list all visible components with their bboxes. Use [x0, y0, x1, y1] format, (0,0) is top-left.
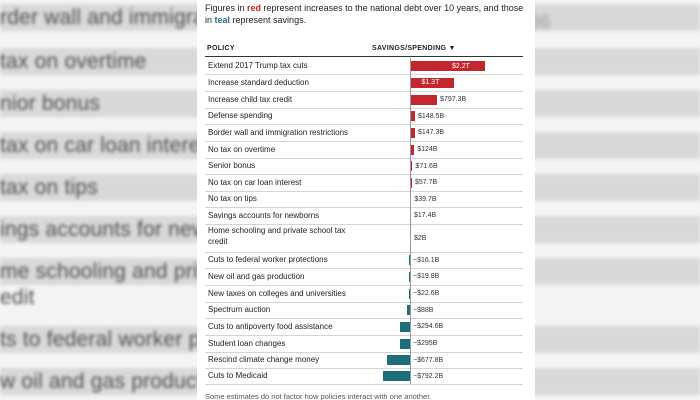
data-label: −$88B	[413, 306, 434, 314]
data-label: −$22.6B	[413, 290, 440, 297]
row-divider	[205, 368, 523, 369]
bar	[410, 61, 485, 71]
row-divider	[205, 335, 523, 336]
chart-intro: Figures in red represent increases to th…	[205, 2, 531, 26]
row-label: Cuts to Medicaid	[208, 371, 268, 380]
row-divider	[205, 108, 523, 109]
row-divider	[205, 285, 523, 286]
row-label: New taxes on colleges and universities	[208, 288, 346, 298]
row-divider	[205, 252, 523, 253]
data-label: $1.3T	[421, 79, 440, 86]
row-label: No tax on car loan interest	[208, 177, 302, 187]
background-text: tax on overtime	[0, 50, 147, 73]
row-label: Cuts to antipoverty food assistance	[208, 321, 333, 331]
bar	[409, 255, 410, 265]
data-label: $71.6B	[415, 162, 438, 170]
intro-red-word: red	[247, 3, 262, 13]
data-label: $148.5B	[418, 112, 445, 120]
row-divider	[205, 191, 523, 192]
background-text: edit	[0, 286, 35, 309]
bar	[386, 355, 410, 365]
row-divider	[205, 268, 523, 269]
row-label: Senior bonus	[208, 161, 256, 170]
row-label: No tax on tips	[208, 194, 257, 203]
background-text: tax on tips	[0, 176, 98, 199]
row-label: Border wall and immigration restrictions	[208, 127, 349, 137]
background-text: me schooling and privat	[0, 260, 227, 283]
bar	[409, 271, 410, 282]
row-divider	[205, 207, 523, 208]
background-text: w oil and gas production	[0, 370, 232, 393]
background-text: ts to federal worker prot	[0, 328, 226, 351]
row-divider	[205, 158, 523, 159]
background-text: rder wall and immigratio	[0, 6, 228, 29]
data-label: $2B	[414, 234, 427, 242]
row-label: No tax on overtime	[208, 144, 276, 154]
row-divider	[205, 352, 523, 353]
data-label: $2.2T	[452, 62, 470, 70]
row-divider	[205, 174, 523, 175]
row-label: Spectrum auction	[208, 305, 271, 314]
data-label: −$295B	[413, 340, 438, 347]
intro-text-3: represent savings.	[230, 15, 307, 25]
bar	[407, 305, 410, 315]
data-label: −$677.8B	[413, 356, 444, 364]
row-divider	[205, 302, 523, 303]
bar	[410, 94, 438, 105]
data-label: $124B	[417, 146, 438, 153]
row-divider	[205, 91, 523, 92]
background-text: ings accounts for newbo	[0, 218, 232, 241]
row-label: Student loan changes	[208, 338, 286, 348]
row-label: Increase standard deduction	[208, 77, 309, 87]
row-divider	[205, 124, 523, 125]
data-label: $147.3B	[417, 129, 445, 136]
intro-teal-word: teal	[214, 15, 231, 25]
footnote: Some estimates do not factor how policie…	[205, 392, 432, 400]
zero-axis-line	[410, 58, 411, 384]
bar	[399, 338, 410, 349]
data-label: −$294.6B	[413, 323, 444, 330]
data-label: $797.3B	[440, 96, 467, 103]
row-label: Savings accounts for newborns	[208, 210, 320, 220]
column-header-policy: POLICY	[207, 45, 235, 52]
chart-card: Figures in red represent increases to th…	[197, 0, 535, 400]
background-text: 36	[530, 12, 551, 32]
bar	[410, 161, 413, 171]
data-label: $17.4B	[414, 212, 437, 219]
data-label: −$16.1B	[413, 256, 440, 264]
bar	[410, 77, 455, 88]
row-label: Increase child tax credit	[208, 94, 293, 104]
bar	[400, 321, 410, 332]
row-label: Home schooling and private school tax cr…	[208, 226, 346, 246]
row-label: Extend 2017 Trump tax cuts	[208, 61, 308, 70]
data-label: $39.7B	[414, 195, 437, 203]
data-label: $57.7B	[414, 179, 438, 186]
intro-text-1: Figures in	[205, 3, 248, 13]
row-divider	[205, 141, 523, 142]
row-divider	[205, 318, 523, 319]
row-label: Cuts to federal worker protections	[208, 255, 328, 264]
intro-text-2: represent increases to the national debt…	[205, 3, 524, 25]
data-label: −$19.8B	[413, 273, 440, 280]
background-text: nior bonus	[0, 92, 101, 115]
bar	[410, 127, 415, 138]
row-divider	[205, 224, 523, 225]
bar	[383, 371, 410, 381]
bar	[410, 144, 415, 155]
row-divider	[205, 74, 523, 75]
row-divider	[205, 384, 523, 385]
background-text: tax on car loan interest	[0, 134, 218, 157]
column-header-savings-sort[interactable]: SAVINGS/SPENDING ▼	[372, 45, 456, 52]
bar	[410, 111, 416, 121]
bar	[409, 288, 410, 299]
row-label: New oil and gas production	[208, 271, 305, 281]
row-label: Defense spending	[208, 111, 273, 120]
data-label: −$792.2B	[413, 372, 444, 380]
header-rule	[205, 56, 523, 57]
row-label: Rescind climate change money	[208, 355, 320, 364]
